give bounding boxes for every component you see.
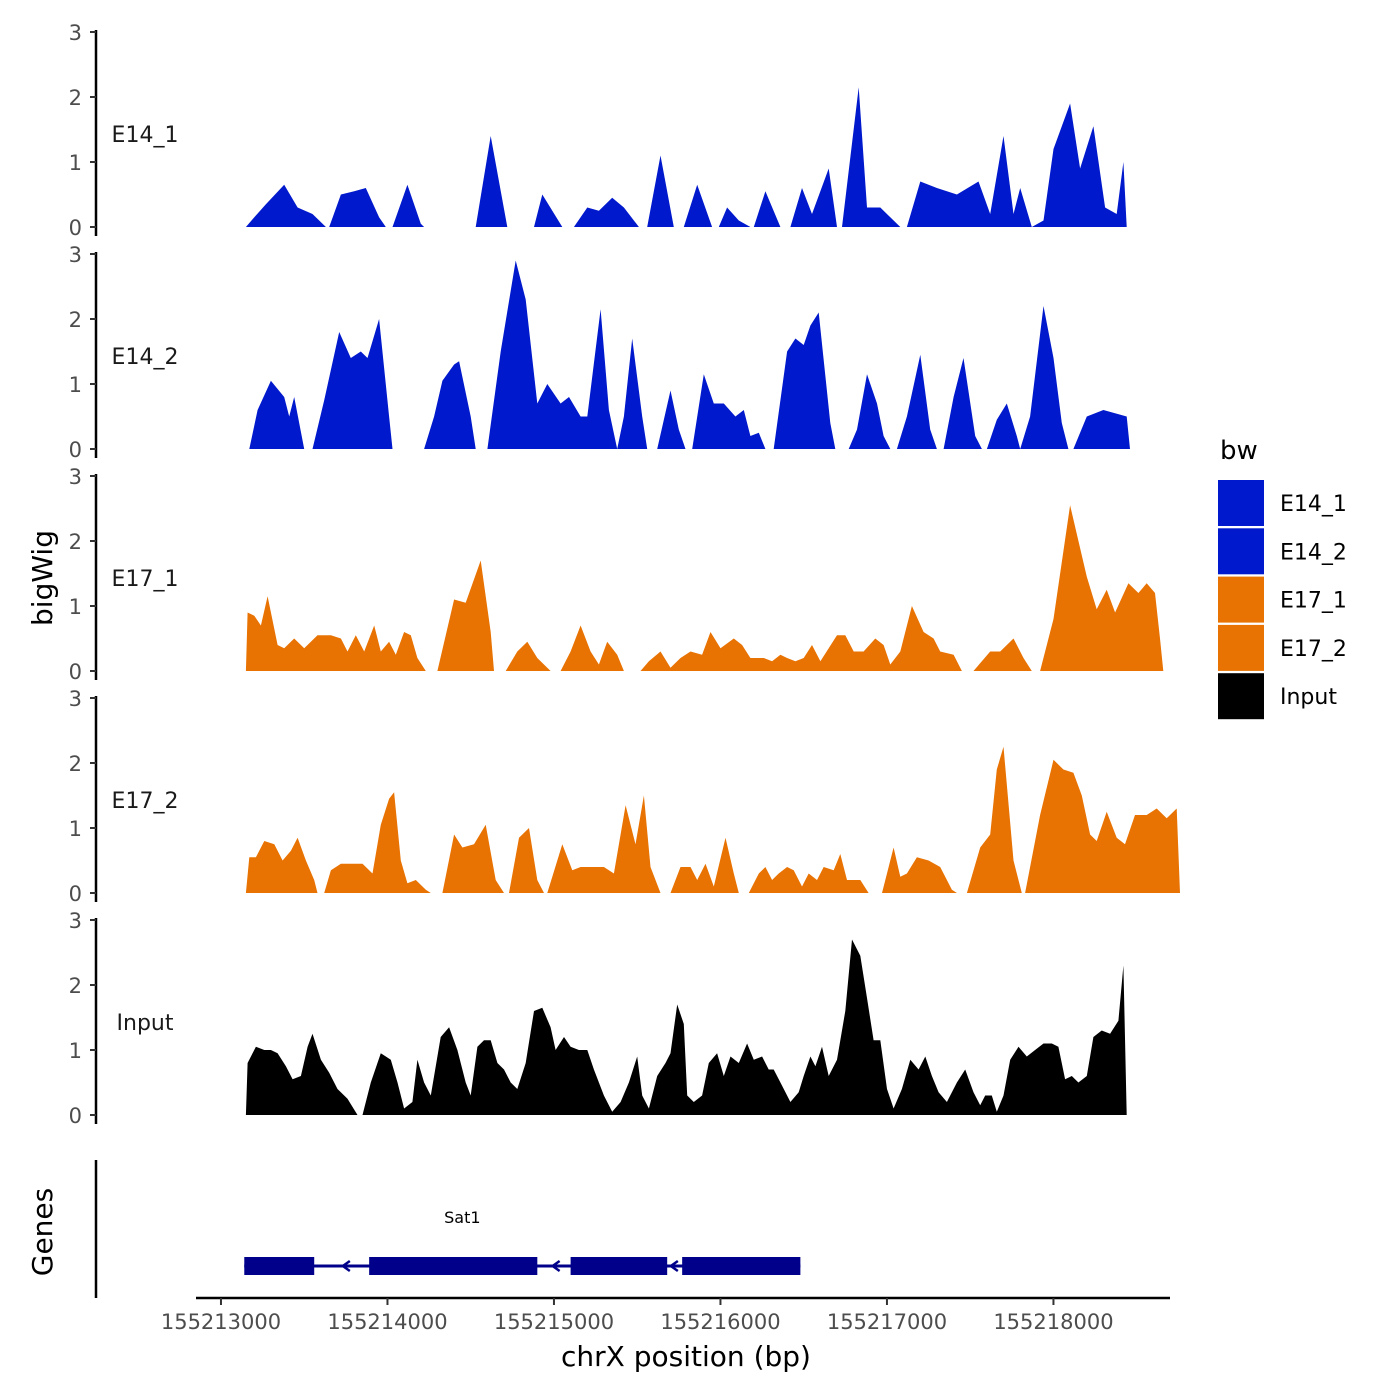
panel-E14_2: 0 1 2 3 E14_2 [69,243,1131,462]
track-label: Input [117,1011,174,1036]
track-label: E17_2 [112,789,179,814]
y-tick-label: 3 [69,465,82,489]
legend-swatch-E17_2 [1218,624,1264,671]
y-tick-label: 1 [69,595,82,619]
x-axis: 155213000 155214000 155215000 155216000 1552… [161,1296,1170,1334]
gene-exon [369,1257,538,1275]
genes-axis-title: Genes [26,1188,59,1276]
y-tick-label: 1 [69,817,82,841]
legend-label-Input: Input [1280,685,1337,710]
y-tick-label: 2 [69,974,82,998]
series-area-Input [245,939,1127,1115]
y-tick-label: 1 [69,151,82,175]
series-area-E17_1 [245,505,1164,671]
x-tick-label: 155218000 [993,1310,1113,1334]
y-tick-label: 1 [69,373,82,397]
panel-Input: 0 1 2 3 Input [69,909,1127,1128]
x-tick-label: 155215000 [494,1310,614,1334]
series-area-E17_2 [245,746,1180,893]
y-tick-label: 2 [69,86,82,110]
y-tick-label: 3 [69,909,82,933]
panel-E17_1: 0 1 2 3 E17_1 [69,465,1164,684]
series-area-E14_1 [245,87,1127,227]
legend-label-E14_2: E14_2 [1280,540,1347,565]
genes-panel: Sat1 [94,1160,801,1298]
track-label: E14_2 [112,345,179,370]
panel-E14_1: 0 1 2 3 E14_1 [69,21,1127,240]
legend: bw E14_1 E14_2 E17_1 E17_2 Input [1218,436,1347,720]
y-tick-label: 3 [69,687,82,711]
legend-swatch-E14_1 [1218,480,1264,526]
y-tick-label: 0 [69,882,82,906]
strand-arrow [668,1259,679,1273]
track-label: E17_1 [112,567,179,592]
legend-swatch-E17_1 [1218,576,1264,623]
track-label: E14_1 [112,123,179,148]
bigwig-panels: 0 1 2 3 E14_1 0 1 2 3 E14_2 0 1 2 3 E17_1 0 1 2 3 E17_2 0 1 2 3… [69,21,1180,1128]
x-tick-label: 155217000 [827,1310,947,1334]
legend-swatch-Input [1218,673,1264,720]
y-tick-label: 2 [69,308,82,332]
y-tick-label: 0 [69,1104,82,1128]
gene-Sat1: Sat1 [244,1208,801,1275]
y-tick-label: 3 [69,243,82,267]
x-tick-label: 155216000 [660,1310,780,1334]
legend-swatch-E14_2 [1218,528,1264,575]
strand-arrow [340,1259,351,1273]
x-tick-label: 155213000 [161,1310,281,1334]
gene-exon [244,1257,315,1275]
y-axis-title: bigWig [26,530,59,626]
panel-E17_2: 0 1 2 3 E17_2 [69,687,1180,906]
y-tick-label: 2 [69,752,82,776]
legend-label-E14_1: E14_1 [1280,492,1347,517]
gene-exon [570,1257,668,1275]
series-area-E14_2 [249,260,1131,449]
gene-exon [682,1257,801,1275]
y-tick-label: 1 [69,1039,82,1063]
x-axis-title: chrX position (bp) [561,1340,811,1373]
y-tick-label: 0 [69,438,82,462]
x-tick-label: 155214000 [327,1310,447,1334]
y-tick-label: 0 [69,660,82,684]
gene-label: Sat1 [444,1208,480,1227]
legend-label-E17_2: E17_2 [1280,637,1347,662]
y-tick-label: 3 [69,21,82,45]
legend-label-E17_1: E17_1 [1280,589,1347,614]
y-tick-label: 2 [69,530,82,554]
strand-arrow [550,1259,561,1273]
legend-title: bw [1220,436,1258,466]
y-tick-label: 0 [69,216,82,240]
